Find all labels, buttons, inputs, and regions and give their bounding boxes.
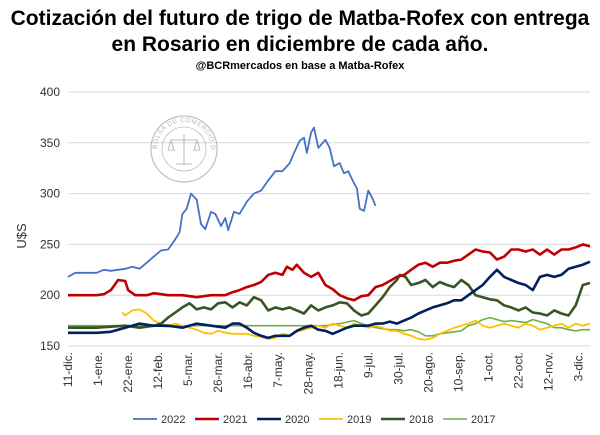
- y-tick-label: 150: [40, 339, 60, 353]
- y-tick-label: 350: [40, 136, 60, 150]
- x-tick-labels: 11-dic. 1-ene. 22-ene. 12-feb. 5-mar. 26-mar.…: [61, 352, 586, 394]
- x-tick-label: 30-jul.: [391, 352, 405, 385]
- gridlines: [68, 91, 590, 347]
- series-line-2021: [68, 243, 591, 302]
- x-tick-label: 7-may.: [271, 352, 285, 388]
- chart-title: Cotización del futuro de trigo de Matba-…: [10, 7, 590, 56]
- legend-label-2021: 2021: [223, 414, 247, 426]
- y-tick-label: 200: [40, 288, 60, 302]
- x-tick-label: 16-abr.: [241, 352, 255, 389]
- legend-label-2017: 2017: [471, 414, 495, 426]
- y-tick-label: 250: [40, 237, 60, 251]
- x-tick-label: 12-nov.: [542, 352, 556, 391]
- svg-text:BOLSA DE COMERCIO DE ROSARIO: BOLSA DE COMERCIO DE ROSARIO: [0, 0, 216, 150]
- x-tick-label: 9-jul.: [361, 352, 375, 378]
- y-axis-label: U$S: [14, 223, 29, 249]
- x-tick-label: 22-oct.: [511, 352, 525, 389]
- series-line-2022: [67, 126, 377, 278]
- legend: 2022 2021 2020 2019 2018 2017: [133, 414, 495, 426]
- x-tick-label: 22-ene.: [121, 352, 135, 393]
- x-tick-label: 18-jun.: [331, 352, 345, 389]
- series-line-2018: [68, 273, 591, 329]
- legend-label-2020: 2020: [285, 414, 309, 426]
- x-tick-label: 12-feb.: [151, 352, 165, 389]
- x-tick-label: 26-mar.: [211, 352, 225, 393]
- y-tick-label: 400: [40, 85, 60, 99]
- series-lines: [67, 126, 591, 341]
- x-tick-label: 1-oct.: [481, 352, 495, 382]
- axes: U$S: [14, 223, 29, 249]
- chart-subtitle: @BCRmercados en base a Matba-Rofex: [195, 60, 405, 72]
- legend-label-2018: 2018: [409, 414, 433, 426]
- legend-label-2019: 2019: [347, 414, 371, 426]
- watermark-text: BOLSA DE COMERCIO DE ROSARIO: [0, 0, 216, 150]
- y-tick-label: 300: [40, 187, 60, 201]
- watermark-seal: BOLSA DE COMERCIO DE ROSARIO: [0, 0, 218, 183]
- x-tick-label: 3-dic.: [572, 352, 586, 381]
- series-line-2017: [68, 316, 590, 337]
- series-line-2020: [68, 260, 591, 340]
- x-tick-label: 10-sep.: [451, 352, 465, 392]
- x-tick-label: 5-mar.: [181, 352, 195, 386]
- x-tick-label: 1-ene.: [91, 352, 105, 386]
- x-tick-label: 28-may.: [301, 352, 315, 394]
- x-tick-label: 20-ago.: [421, 352, 435, 393]
- x-tick-label: 11-dic.: [61, 352, 75, 387]
- legend-label-2022: 2022: [161, 414, 185, 426]
- y-tick-labels: 150 200 250 300 350 400: [40, 85, 60, 353]
- series-line-2019: [121, 308, 591, 341]
